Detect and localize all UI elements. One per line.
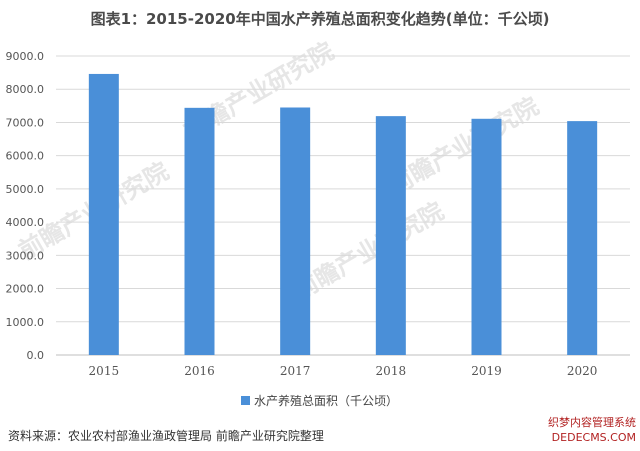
bar-chart: 前瞻产业研究院前瞻产业研究院前瞻产业研究院前瞻产业研究院 0.01000.020…: [6, 37, 630, 408]
legend-swatch: [241, 396, 250, 405]
x-tick-label: 2019: [471, 364, 502, 378]
y-tick-label: 6000.0: [6, 150, 45, 163]
bar: [88, 73, 119, 355]
y-tick-label: 9000.0: [6, 50, 45, 63]
watermark-text: 前瞻产业研究院: [384, 92, 543, 200]
chart-title: 图表1：2015-2020年中国水产养殖总面积变化趋势(单位：千公顷): [90, 10, 550, 28]
x-tick-label: 2017: [280, 364, 311, 378]
y-tick-label: 0.0: [27, 349, 45, 362]
x-tick-label: 2015: [89, 364, 120, 378]
y-tick-label: 5000.0: [6, 183, 45, 196]
bar: [375, 116, 406, 355]
bar: [280, 107, 311, 355]
legend-label: 水产养殖总面积（千公顷）: [254, 393, 398, 408]
x-tick-label: 2020: [567, 364, 598, 378]
y-tick-label: 4000.0: [6, 216, 45, 229]
source-note: 资料来源：农业农村部渔业渔政管理局 前瞻产业研究院整理: [8, 429, 324, 443]
bar: [184, 107, 215, 356]
x-axis-ticks: 2015 2016 2017 2018 2019 2020: [89, 364, 598, 378]
bar: [567, 121, 598, 355]
bar: [471, 118, 502, 355]
x-tick-label: 2016: [184, 364, 215, 378]
grid-lines: [56, 55, 630, 356]
y-tick-label: 7000.0: [6, 116, 45, 129]
x-tick-label: 2018: [376, 364, 407, 378]
y-tick-label: 8000.0: [6, 83, 45, 96]
y-tick-label: 2000.0: [6, 283, 45, 296]
legend: 水产养殖总面积（千公顷）: [241, 393, 398, 408]
y-tick-label: 1000.0: [6, 316, 45, 329]
y-axis-ticks: 0.0 1000.0 2000.0 3000.0 4000.0 5000.0 6000.0 7…: [6, 50, 45, 362]
corner-watermark-line2: DEDECMS.COM: [551, 431, 636, 444]
corner-watermark: 织梦内容管理系统 DEDECMS.COM: [486, 415, 636, 449]
bars: [88, 73, 598, 356]
corner-watermark-line1: 织梦内容管理系统: [548, 416, 636, 429]
y-tick-label: 3000.0: [6, 249, 45, 262]
